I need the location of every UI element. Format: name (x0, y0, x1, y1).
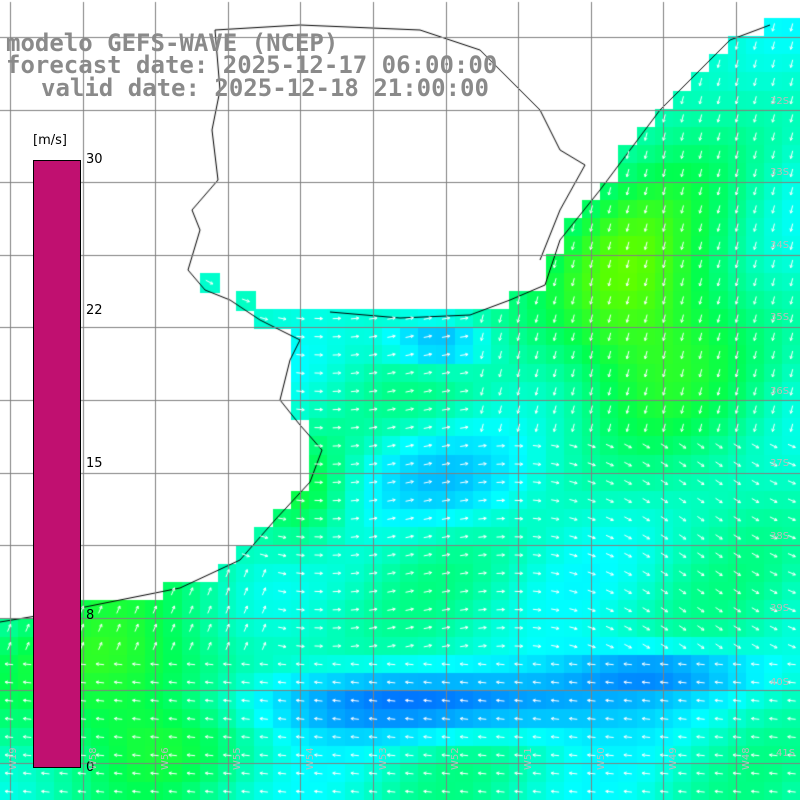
lon-label: W56 (160, 747, 171, 770)
legend-unit: [m/s] (33, 133, 67, 148)
lon-label: W53 (378, 747, 389, 770)
model-title: modelo GEFS-WAVE (NCEP) (6, 29, 339, 57)
forecast-date: forecast date: 2025-12-17 06:00:00 (6, 51, 498, 79)
lon-label: W50 (596, 747, 607, 770)
lon-label: W19 (8, 747, 19, 770)
lat-label: 34S (770, 240, 790, 251)
lat-label: 35S (770, 312, 790, 323)
legend-tick-30: 30 (86, 152, 103, 167)
lon-label: W49 (668, 747, 679, 770)
lon-label: W54 (305, 747, 316, 770)
lon-label: W48 (741, 747, 752, 770)
lat-label: 38S (770, 531, 790, 542)
lat-label: 41S (776, 748, 796, 759)
lat-label: 36S (770, 386, 790, 397)
lon-label: W58 (88, 747, 99, 770)
lat-label: 39S (770, 603, 790, 614)
lat-label: 32S (770, 96, 790, 107)
legend-tick-15: 15 (86, 456, 103, 471)
lon-label: W52 (450, 747, 461, 770)
legend-tick-22: 22 (86, 303, 103, 318)
legend-tick-0: 0 (86, 760, 95, 775)
lon-label: W51 (523, 747, 534, 770)
lat-label: 37S (770, 458, 790, 469)
legend-tick-8: 8 (86, 608, 95, 623)
lat-label: 40S (770, 677, 790, 688)
legend-color-bar (33, 160, 81, 768)
lat-label: 33S (770, 167, 790, 178)
valid-date: valid date: 2025-12-18 21:00:00 (41, 74, 489, 102)
lon-label: W55 (232, 747, 243, 770)
